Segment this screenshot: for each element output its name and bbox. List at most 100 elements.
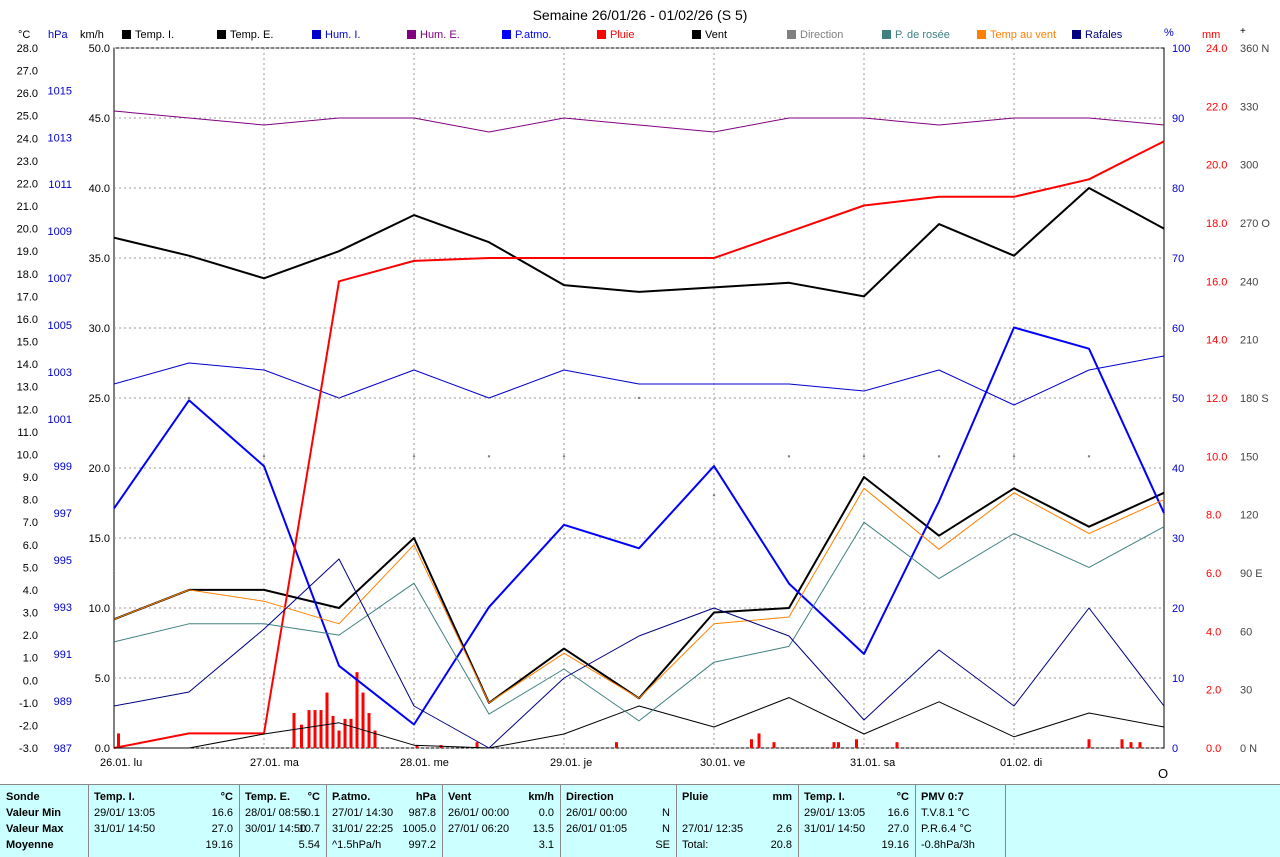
stat-timestamp: 27/01/ 06:20 (448, 823, 510, 835)
stat-row-min: 26/01/ 00:00 0.0 (448, 807, 554, 823)
stat-value: 27.0 (887, 823, 909, 835)
series-line-hum-i (113, 355, 1165, 406)
stat-row-min: T.V.8.1 °C (921, 807, 999, 823)
stat-header-unit: °C (896, 791, 909, 803)
day-tick-label: 30.01. ve (700, 757, 745, 769)
label-min: Valeur Min (6, 807, 62, 819)
direction-tick-label: 0 N (1240, 743, 1257, 755)
stat-row-avg: -0.8hPa/3h (921, 839, 999, 855)
direction-point (862, 455, 866, 458)
series-line-vent (114, 697, 1165, 749)
series-line-temp-i (113, 187, 1165, 298)
legend-swatch (977, 30, 986, 39)
legend-label: Temp. I. (135, 29, 174, 41)
stat-row-max: 27/01/ 06:20 13.5 (448, 823, 554, 839)
rain-tick-label: 24.0 (1206, 43, 1227, 55)
stat-timestamp: 29/01/ 13:05 (94, 807, 156, 819)
day-tick-label: 29.01. je (550, 757, 592, 769)
stat-value: N (662, 807, 670, 819)
stat-header: Temp. I. °C (804, 791, 909, 803)
temp-tick-label: -1.0 (19, 698, 38, 710)
stat-row-avg: 5.54 (245, 839, 320, 855)
humidity-tick-label: 30 (1172, 533, 1184, 545)
rain-bar (325, 692, 329, 748)
wind-tick-label: 50.0 (89, 43, 110, 55)
legend-swatch (787, 30, 796, 39)
pressure-tick-label: 1005 (48, 320, 72, 332)
stat-timestamp: T.V.8.1 °C (921, 807, 970, 819)
stat-row-min: 27/01/ 14:30 987.8 (332, 807, 436, 823)
stat-value: 19.16 (205, 839, 233, 851)
stat-group: PMV 0:7 T.V.8.1 °C P.R.6.4 °C -0.8hPa/3h (915, 785, 1006, 857)
stat-group: Direction 26/01/ 00:00 N 26/01/ 01:05 N SE (560, 785, 677, 857)
stat-timestamp: 31/01/ 22:25 (332, 823, 394, 835)
stat-timestamp: 31/01/ 14:50 (804, 823, 866, 835)
humidity-tick-label: 40 (1172, 463, 1184, 475)
stat-timestamp: 26/01/ 00:00 (448, 807, 510, 819)
temp-tick-label: -3.0 (19, 743, 38, 755)
stat-value: N (662, 823, 670, 835)
stat-header-unit: hPa (415, 791, 436, 803)
pressure-tick-label: 1011 (48, 179, 72, 191)
direction-tick-label: 150 (1240, 451, 1258, 463)
direction-point (1087, 455, 1091, 458)
rain-axis-label: mm (1202, 29, 1220, 41)
stat-header: Direction (566, 791, 670, 803)
rain-bar (300, 724, 303, 748)
chart-title: Semaine 26/01/26 - 01/02/26 (S 5) (533, 7, 748, 23)
temp-tick-label: 7.0 (23, 517, 38, 529)
direction-point (562, 455, 566, 458)
stat-timestamp: -0.8hPa/3h (921, 839, 975, 851)
stats-row-labels: Sonde Valeur Min Valeur Max Moyenne (0, 785, 89, 857)
weather-chart: Semaine 26/01/26 - 01/02/26 (S 5) + °C h… (17, 7, 1271, 781)
direction-tick-label: 240 (1240, 276, 1258, 288)
stat-header-name: Temp. I. (804, 791, 845, 803)
humidity-tick-label: 20 (1172, 603, 1184, 615)
rain-tick-label: 12.0 (1206, 393, 1227, 405)
stat-timestamp: 27/01/ 14:30 (332, 807, 394, 819)
day-tick-label: 27.01. ma (250, 757, 300, 769)
series-line-rafales (113, 558, 1165, 749)
legend-label: Hum. E. (420, 29, 460, 41)
pressure-axis-label: hPa (48, 29, 68, 41)
stat-row-max: 31/01/ 14:50 27.0 (94, 823, 233, 839)
stat-timestamp: 26/01/ 01:05 (566, 823, 628, 835)
stat-row-max: 31/01/ 14:50 27.0 (804, 823, 909, 839)
stat-value: 10.7 (298, 823, 320, 835)
pressure-tick-label: 1009 (48, 226, 72, 238)
pressure-tick-label: 1003 (48, 367, 72, 379)
temp-tick-label: 6.0 (23, 540, 38, 552)
stat-row-avg: 19.16 (94, 839, 233, 855)
stat-header: Temp. E. °C (245, 791, 320, 803)
stat-group: Temp. I. °C 29/01/ 13:05 16.6 31/01/ 14:50 27… (88, 785, 240, 857)
pressure-tick-label: 995 (54, 555, 72, 567)
stat-timestamp: 30/01/ 14:50 (245, 823, 307, 835)
chart-legend: Temp. I. Temp. E. Hum. I. Hum. E. P.atmo. Plu… (122, 29, 1123, 41)
rain-bar (349, 718, 353, 748)
direction-tick-label: 210 (1240, 335, 1258, 347)
stat-header-name: Pluie (682, 791, 709, 803)
rain-tick-label: 0.0 (1206, 743, 1221, 755)
legend-swatch (597, 30, 606, 39)
stat-timestamp: 31/01/ 14:50 (94, 823, 156, 835)
humidity-tick-label: 100 (1172, 43, 1190, 55)
rain-bar (415, 745, 419, 748)
series-line-p-atmo (113, 326, 1165, 726)
rain-bar (117, 733, 120, 748)
legend-swatch (407, 30, 416, 39)
day-tick-label: 31.01. sa (850, 757, 896, 769)
stat-row-avg: 19.16 (804, 839, 909, 855)
legend-swatch (692, 30, 701, 39)
humidity-tick-label: 90 (1172, 113, 1184, 125)
temp-tick-label: 20.0 (17, 224, 38, 236)
humidity-tick-label: 10 (1172, 673, 1184, 685)
direction-tick-label: 330 (1240, 101, 1258, 113)
stat-header: Pluie mm (682, 791, 792, 803)
direction-point (487, 455, 491, 458)
rain-tick-label: 10.0 (1206, 451, 1227, 463)
rain-bar (1138, 742, 1142, 748)
stat-group: P.atmo. hPa 27/01/ 14:30 987.8 31/01/ 22:25 1… (326, 785, 443, 857)
stat-row-max: 30/01/ 14:50 10.7 (245, 823, 320, 839)
stat-row-min: 29/01/ 13:05 16.6 (804, 807, 909, 823)
day-tick-label: 26.01. lu (100, 757, 142, 769)
